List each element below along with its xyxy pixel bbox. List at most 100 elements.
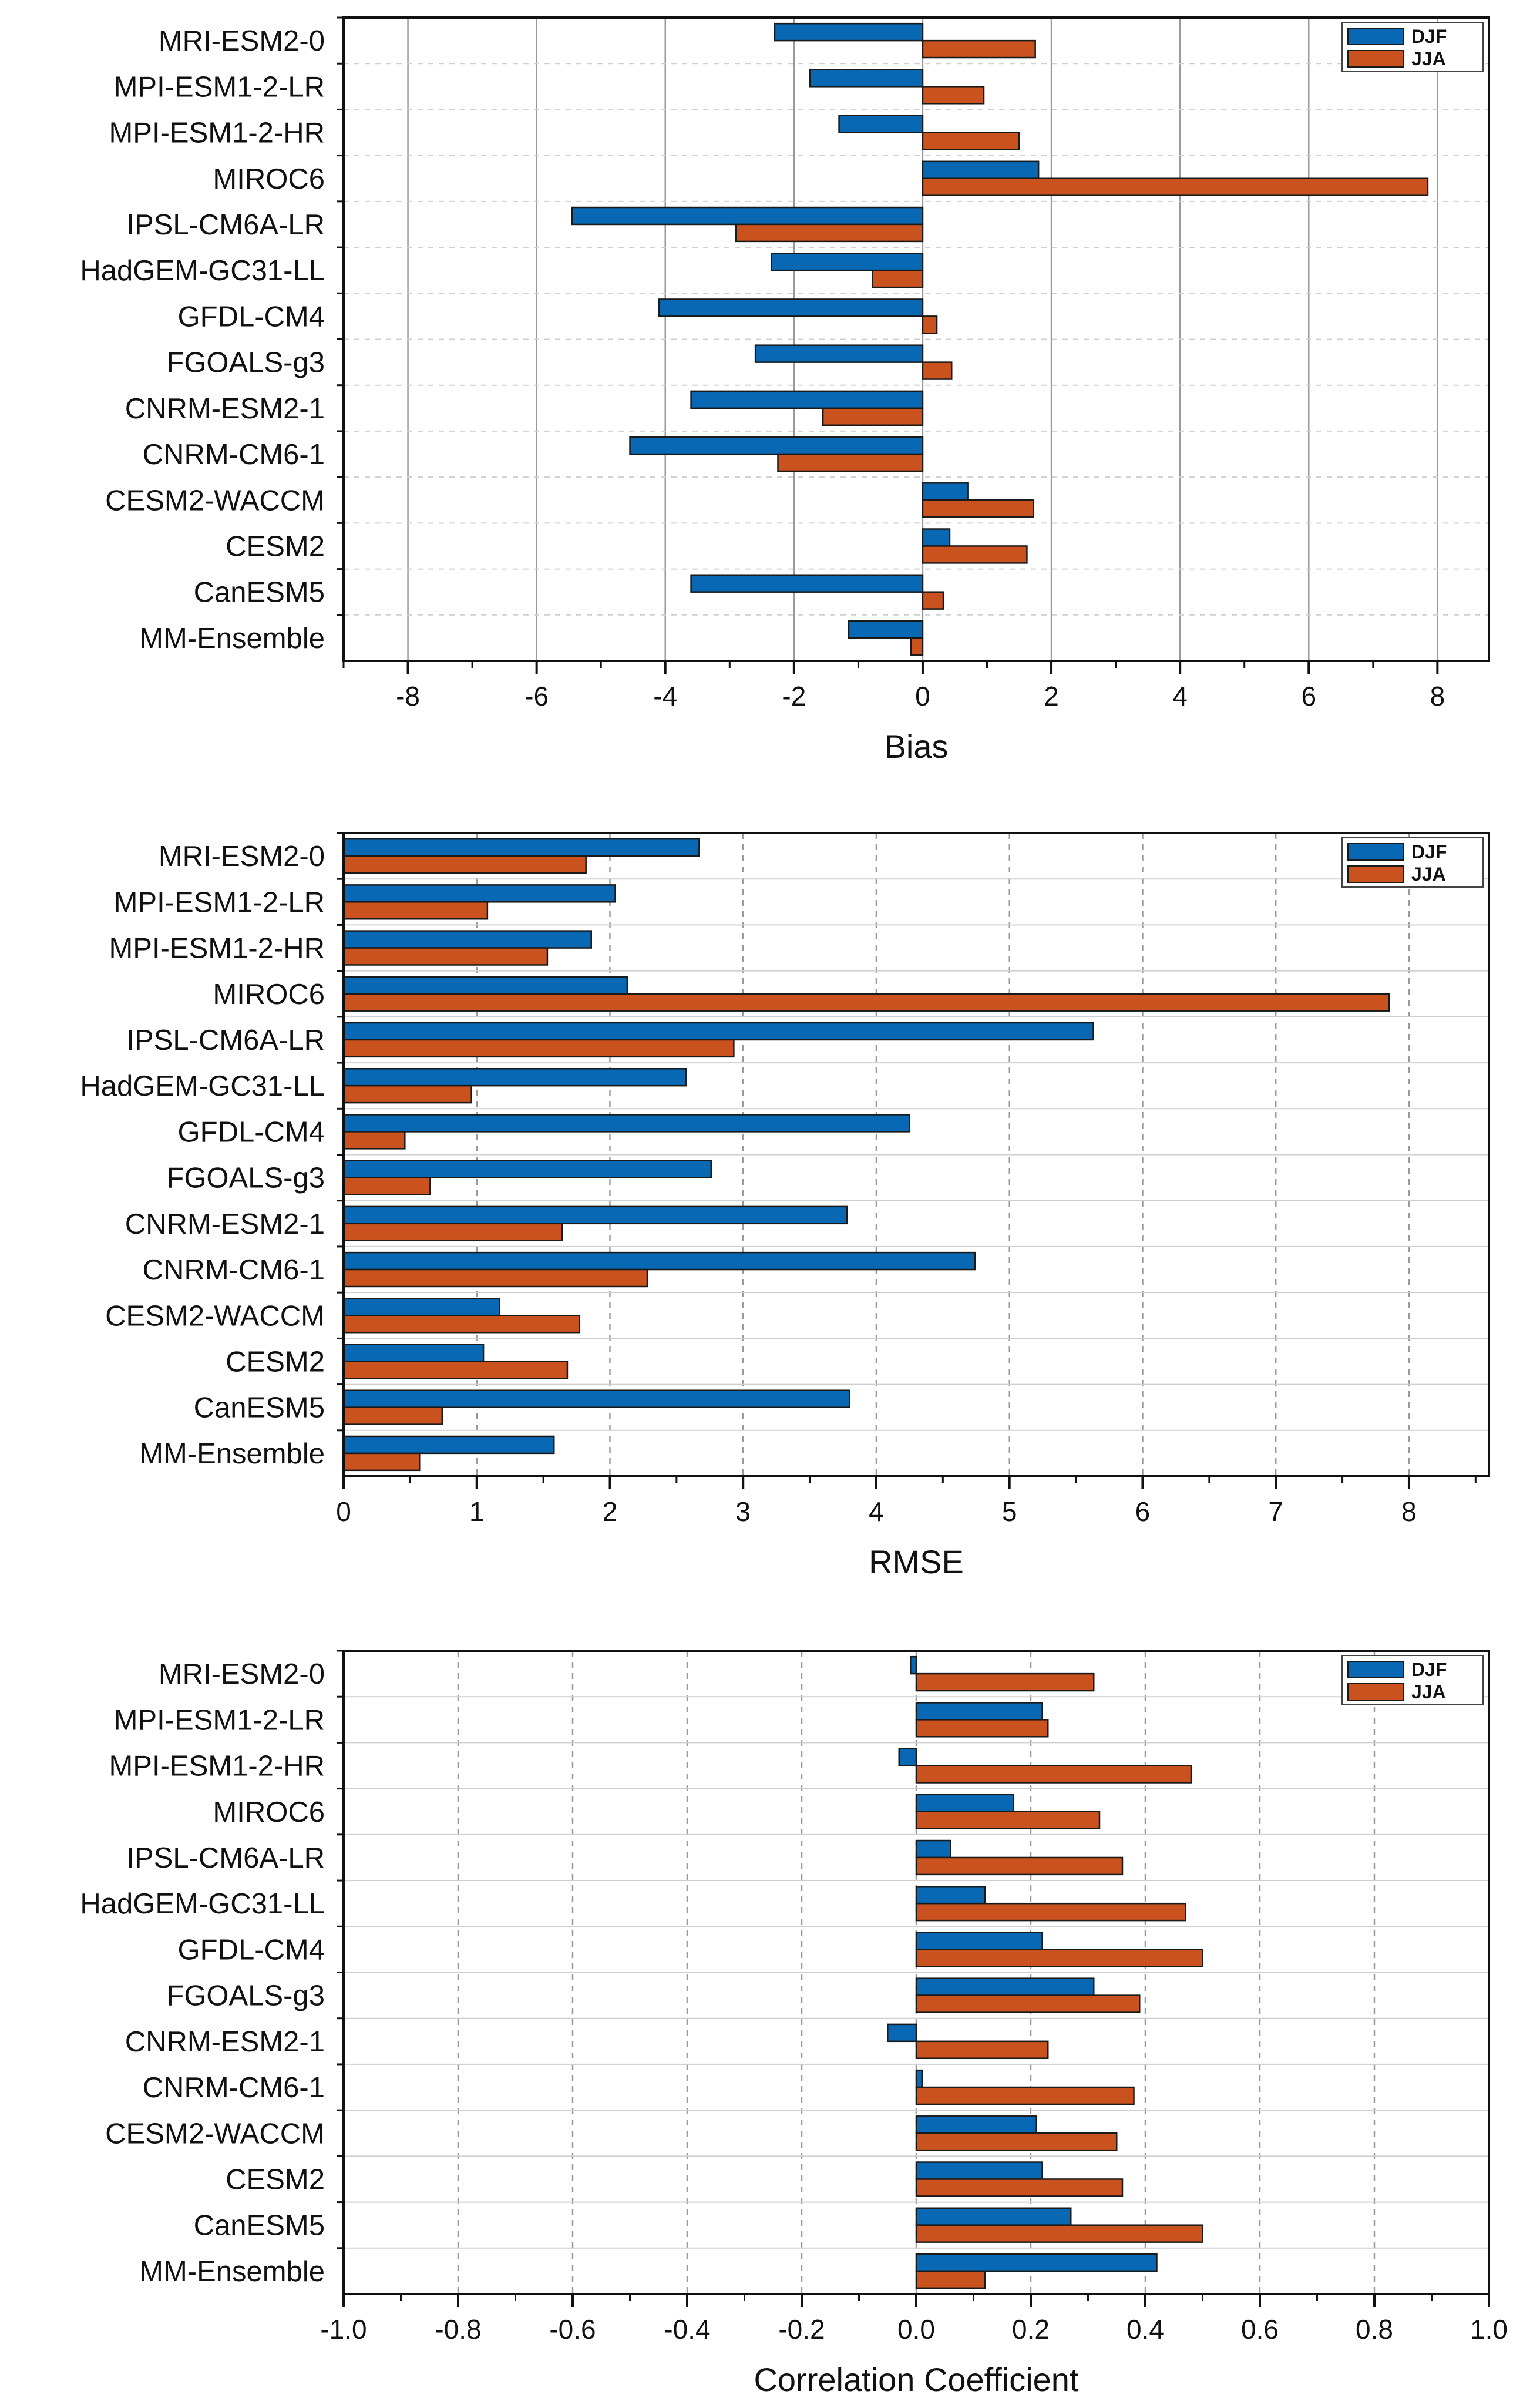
x-tick-label: 8 [1401,1496,1417,1527]
category-label: IPSL-CM6A-LR [126,209,325,241]
x-tick-label: 0.2 [1012,2314,1050,2345]
bar-djf [571,206,924,226]
bar-djf [887,2023,917,2043]
bar-djf [342,976,628,995]
bar-djf [342,930,592,949]
category-label: MPI-ESM1-2-LR [114,1704,325,1736]
bar-jja [735,223,924,243]
bar-djf [915,2253,1158,2272]
category-label: CESM2-WACCM [105,485,325,516]
category-label: CanESM5 [194,577,325,609]
bar-jja [922,591,944,610]
legend-label-jja: JJA [1411,1681,1446,1702]
bar-jja [342,1361,569,1379]
x-tick-label: 3 [735,1496,751,1527]
bar-djf [690,390,924,409]
bar-jja [342,993,1390,1012]
category-label: GFDL-CM4 [178,1934,325,1966]
bar-jja [922,177,1429,196]
bar-jja [342,1406,443,1425]
category-label: MRI-ESM2-0 [159,1658,325,1690]
category-label: MRI-ESM2-0 [159,841,325,872]
bar-jja [915,1811,1101,1829]
x-tick-label: 0 [915,681,930,711]
bar-djf [809,69,924,88]
x-tick-label: 8 [1430,681,1445,711]
x-tick-label: -0.4 [664,2314,710,2345]
category-label: MPI-ESM1-2-HR [109,933,325,965]
bar-jja [342,1315,580,1334]
chart-panel-3: MRI-ESM2-0 MPI-ESM1-2-LR MPI-ESM1-2-HR MIRO… [80,1650,1508,2398]
bar-jja [342,1131,406,1150]
bar-jja [342,1452,421,1472]
bar-djf [342,1067,687,1087]
bar-djf [629,436,924,455]
category-label: MM-Ensemble [139,2256,325,2288]
legend-label-jja: JJA [1411,864,1446,885]
legend-swatch-djf [1347,28,1404,45]
category-label: CNRM-CM6-1 [143,2072,325,2104]
legend-label-jja: JJA [1411,48,1446,69]
category-label: CanESM5 [194,1392,325,1424]
category-label: IPSL-CM6A-LR [126,1842,325,1874]
category-label: CESM2 [226,2164,325,2195]
bar-jja [922,39,1036,59]
legend-swatch-jja [1347,865,1404,883]
bar-djf [838,115,924,133]
x-tick-label: -8 [396,681,420,711]
legend-swatch-jja [1347,50,1404,68]
bar-jja [922,499,1034,518]
x-tick-label: 6 [1135,1496,1151,1527]
category-label: CNRM-CM6-1 [143,1254,325,1286]
category-label: CESM2 [226,1346,325,1378]
x-axis-label: RMSE [869,1543,964,1580]
plot-frame [342,832,1490,1477]
x-tick-label: -6 [524,681,549,711]
bar-djf [915,2069,923,2088]
bar-jja [915,1765,1192,1784]
category-label: MPI-ESM1-2-HR [109,1751,325,1782]
x-tick-label: 1.0 [1470,2314,1508,2345]
bar-jja [915,1902,1186,1922]
bar-djf [910,1655,917,1675]
category-label: CNRM-ESM2-1 [125,2026,325,2058]
category-label: HadGEM-GC31-LL [80,1070,325,1102]
bar-jja [915,2270,986,2289]
bar-djf [342,1344,485,1362]
bar-jja [922,86,985,105]
category-label: GFDL-CM4 [178,1116,325,1148]
legend-label-djf: DJF [1411,1659,1447,1680]
x-tick-label: -4 [653,681,677,711]
category-label: CNRM-ESM2-1 [125,393,325,425]
category-label: MIROC6 [213,163,325,195]
category-label: MM-Ensemble [139,623,325,654]
bar-djf [771,252,924,271]
category-label: CNRM-CM6-1 [143,439,325,471]
x-tick-label: 4 [1172,681,1188,711]
category-label: MIROC6 [213,1796,325,1828]
legend-label-djf: DJF [1411,26,1447,47]
category-label: MPI-ESM1-2-LR [114,886,325,918]
bar-jja [915,1994,1141,2013]
bar-jja [915,1719,1049,1738]
bar-jja [872,269,924,288]
bar-djf [915,1977,1095,1996]
category-label: IPSL-CM6A-LR [126,1025,325,1056]
bar-djf [342,884,616,903]
x-axis-label: Correlation Coefficient [754,2361,1078,2398]
bar-jja [922,315,938,334]
bar-jja [915,1672,1095,1692]
bar-djf [915,1885,986,1905]
bar-djf [915,2161,1043,2180]
x-tick-label: 7 [1268,1496,1283,1527]
bar-djf [922,528,951,547]
category-label: CanESM5 [194,2210,325,2242]
bar-jja [915,1856,1124,1876]
x-tick-label: 4 [869,1496,884,1527]
bar-jja [915,2040,1049,2060]
bar-jja [915,2132,1118,2151]
x-tick-label: -2 [782,681,806,711]
bar-jja [342,1268,648,1288]
